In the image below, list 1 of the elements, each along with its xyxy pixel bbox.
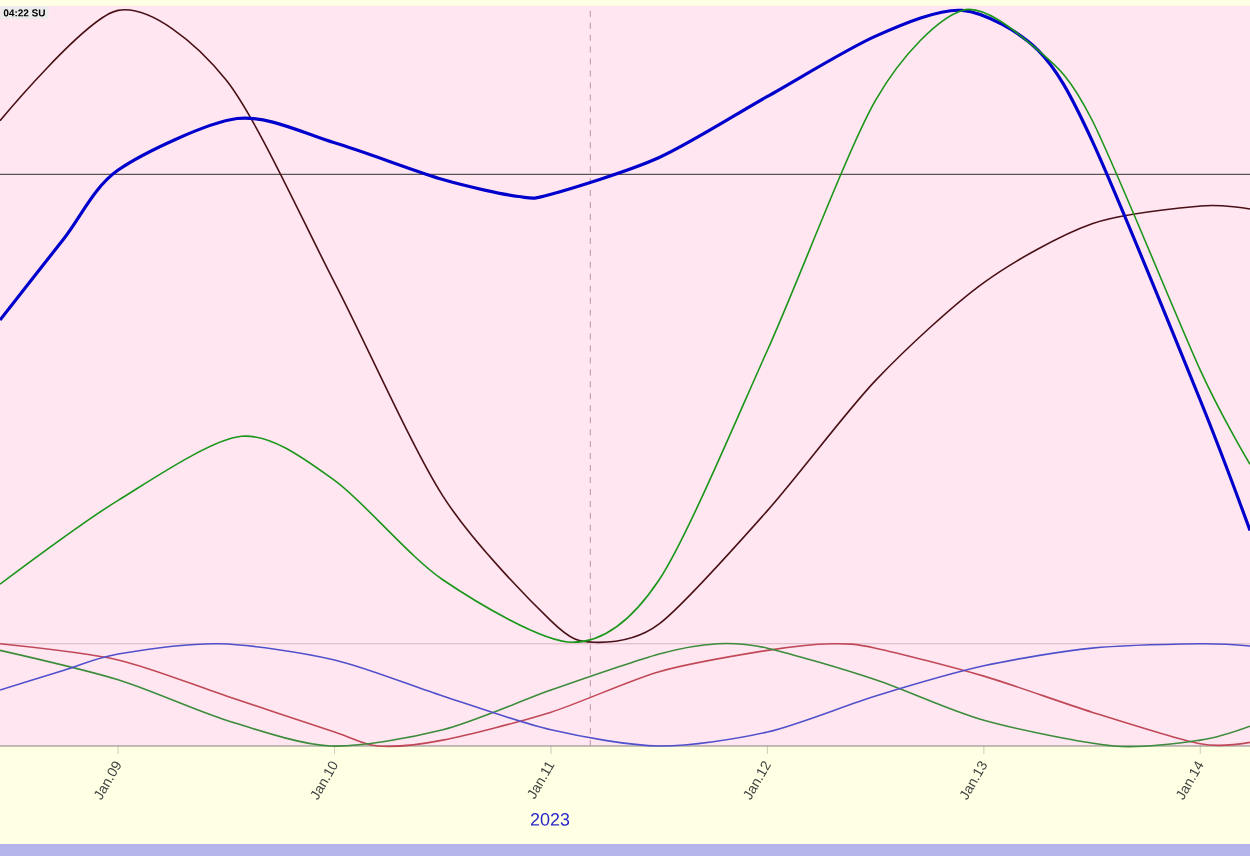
x-axis-title: 2023 [530,813,570,826]
